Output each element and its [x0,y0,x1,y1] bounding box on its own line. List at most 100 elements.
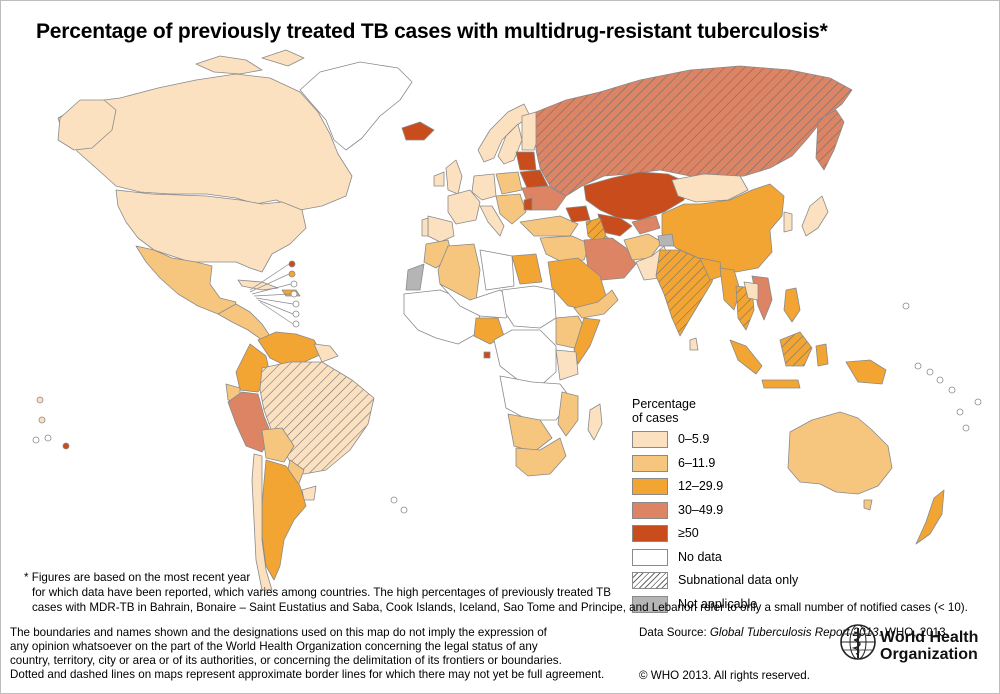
marker-island [902,302,910,310]
region-kazakhstan [583,171,687,221]
region-papua [845,359,887,385]
region-somalia [573,317,601,365]
marker-island [936,376,944,384]
footnote-line1: * Figures are based on the most recent y… [24,571,251,584]
legend-item: Not applicable [632,594,832,618]
marker-island [292,320,300,328]
region-turkey [519,215,579,237]
legend: Percentage of cases 0–5.9 6–11.9 12–29.9 30… [632,397,832,617]
disclaimer-line: Dotted and dashed lines on maps represen… [10,668,605,681]
region-libya [479,249,515,291]
disclaimer-line: country, territory, city or area or of i… [10,654,562,667]
region-venezuela [257,331,323,367]
region-chad-sudan [501,285,557,329]
region-spain [427,215,455,243]
legend-item: 12–29.9 [632,476,832,500]
legend-label: ≥50 [678,526,699,540]
data-source-suffix: . WHO, 2013. [878,626,949,639]
data-source: Data Source: Global Tuberculosis Report … [639,626,949,640]
region-south-africa [515,437,567,477]
region-ireland [433,171,445,187]
legend-swatch [632,595,668,613]
region-balkans [495,193,527,225]
region-kashmir [657,233,675,247]
marker-island [36,396,44,404]
region-western-sahara [405,263,425,291]
legend-item: Subnational data only [632,570,832,594]
region-india [655,249,717,337]
marker-island [926,368,934,376]
disclaimer: The boundaries and names shown and the d… [10,626,604,682]
region-mongolia [671,173,749,203]
disclaimer-line: any opinion whatsoever on the part of th… [10,640,538,653]
region-france [447,189,481,225]
region-java [761,379,801,389]
region-iceland [401,121,435,141]
region-sao-tome [483,351,491,359]
marker-island [292,300,300,308]
marker-island [38,416,46,424]
legend-item: 6–11.9 [632,453,832,477]
region-syria-iraq [539,235,591,263]
footnote: * Figures are based on the most recent y… [24,570,968,615]
data-source-prefix: Data Source: [639,626,710,639]
region-yemen-oman [573,289,619,319]
legend-label: No data [678,549,722,564]
footnote-line3: cases with MDR-TB in Bahrain, Bonaire – … [32,601,968,614]
region-greenland [299,61,413,151]
legend-label: 0–5.9 [678,432,710,446]
disclaimer-line: The boundaries and names shown and the d… [10,626,547,639]
region-east-africa [555,349,579,381]
region-namibia-botswana [507,413,553,453]
region-kamchatka [815,109,845,171]
legend-swatch [632,525,668,542]
marker-island [290,280,298,288]
legend-swatch [632,572,668,589]
region-russia [535,65,853,197]
region-uk [445,159,463,195]
region-korea [783,211,793,233]
marker-island [32,436,40,444]
legend-item: No data [632,547,832,571]
region-sumatra [729,339,763,375]
region-tajik-kyrgyz [631,215,661,235]
region-usa [115,189,307,273]
legend-label: Not applicable [678,596,758,611]
region-central-africa [493,329,557,387]
legend-swatch [632,548,668,566]
legend-label: 30–49.9 [678,502,724,517]
region-moldova [523,197,533,211]
organization-name: World Health Organization [880,629,978,663]
region-bolivia [261,427,295,463]
legend-swatch [632,454,668,472]
organization-name-line2: Organization [880,646,978,663]
region-sulawesi [815,343,829,367]
region-caucasus [565,205,591,223]
legend-item: 30–49.9 [632,500,832,524]
marker-island [290,290,298,298]
region-japan [801,195,829,237]
region-chile [251,453,273,591]
marker-island [400,506,408,514]
marker-island [288,260,296,268]
legend-swatch [632,431,668,448]
marker-island [292,310,300,318]
region-tasmania [863,499,873,511]
marker-island [62,442,70,450]
marker-island [948,386,956,394]
marker-island [956,408,964,416]
copyright: © WHO 2013. All rights reserved. [639,669,810,682]
legend-item: 0–5.9 [632,429,832,453]
marker-island [974,398,982,406]
region-madagascar [587,403,603,441]
region-australia [787,411,893,495]
legend-label: Subnational data only [678,573,799,587]
region-egypt [511,253,543,285]
region-central-america [217,303,271,341]
legend-label: 12–29.9 [678,479,724,493]
region-new-zealand [915,489,945,545]
region-portugal [421,217,429,237]
map-title: Percentage of previously treated TB case… [36,20,828,43]
legend-item: ≥50 [632,523,832,547]
region-mexico [135,245,237,315]
